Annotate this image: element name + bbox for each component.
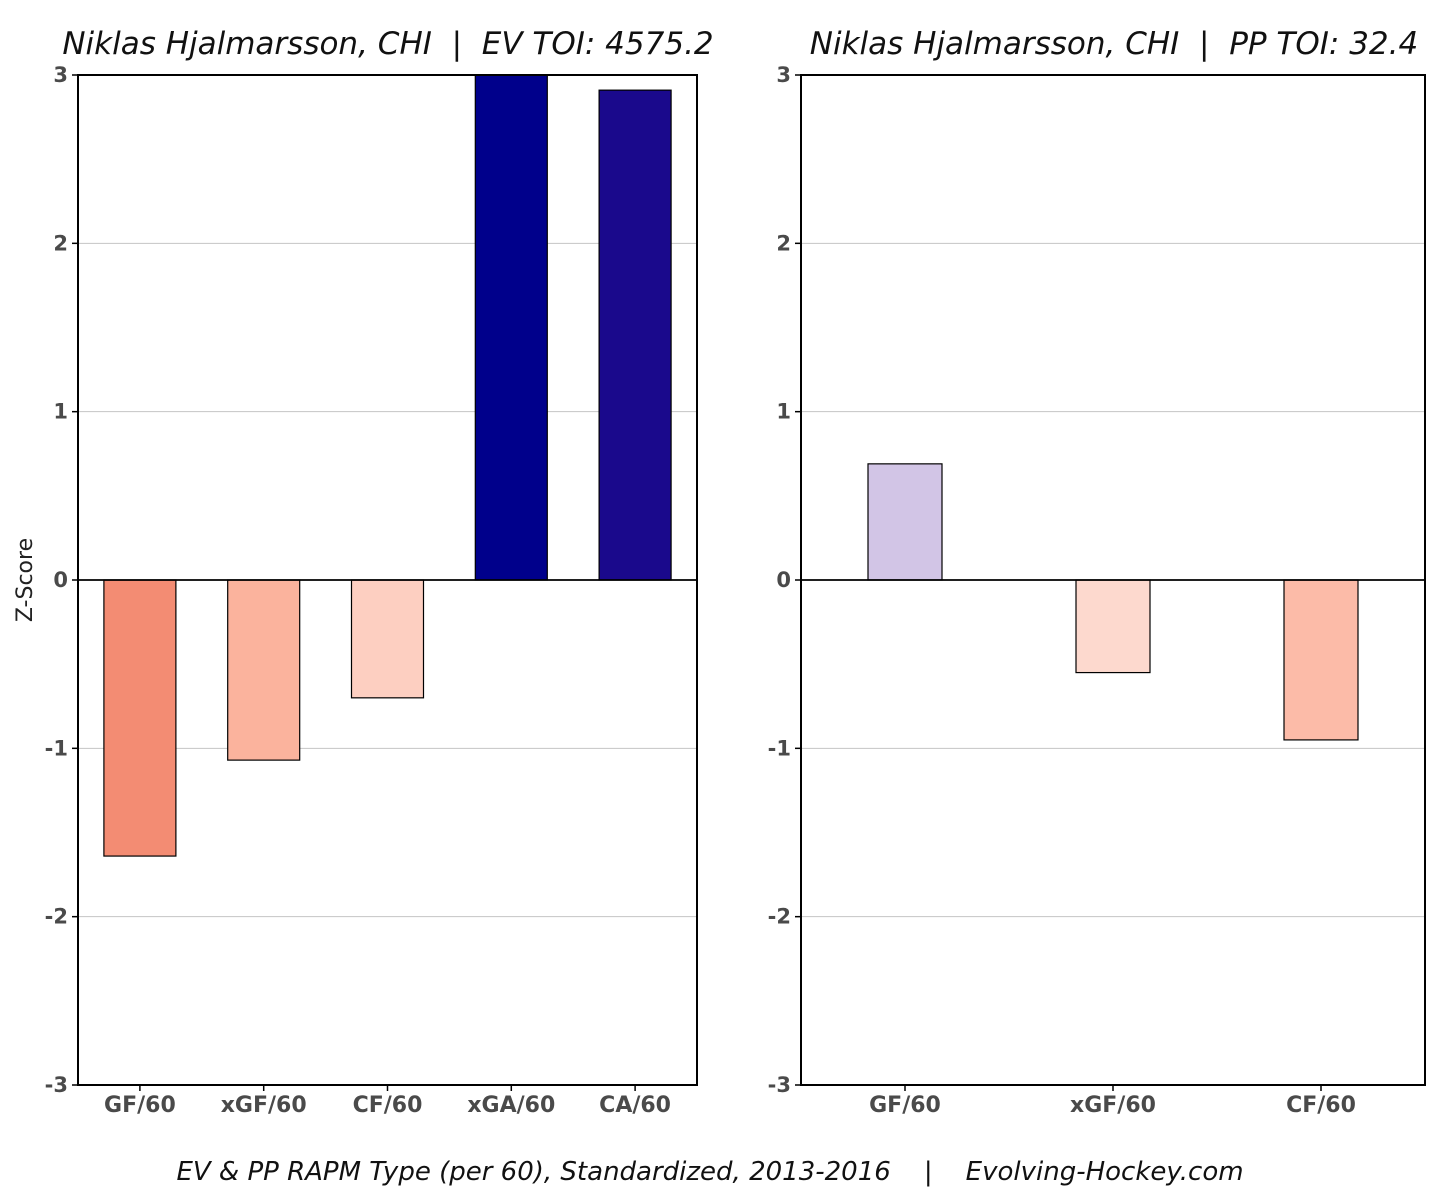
pp-x-tick-label: xGF/60 [1070, 1093, 1156, 1118]
ev-bar-cf-per-60 [350, 579, 425, 699]
pp-y-tick-label: 0 [776, 568, 791, 592]
pp-y-tick-label: -3 [768, 1073, 791, 1097]
pp-y-tick-label: 2 [776, 231, 791, 255]
pp-bar-xgf-per-60 [1075, 579, 1151, 674]
ev-x-axis-ticks: GF/60 xGF/60 CF/60 xGA/60 CA/60 [104, 1085, 671, 1118]
ev-x-tick-label: GF/60 [104, 1093, 176, 1118]
ev-chart-panel: Niklas Hjalmarsson, CHI | EV TOI: 4575.2… [13, 26, 714, 1118]
ev-x-tick-label: CA/60 [599, 1093, 671, 1118]
ev-y-axis-ticks: -3 -2 -1 0 1 2 3 [45, 63, 78, 1097]
ev-bar-xga-per-60 [474, 74, 548, 581]
ev-bar-gf-per-60 [103, 579, 177, 857]
pp-bars [867, 463, 1359, 741]
ev-y-tick-label: -3 [45, 1073, 68, 1097]
ev-y-tick-label: -2 [45, 905, 68, 929]
pp-y-tick-label: 3 [776, 63, 791, 87]
ev-x-tick-label: xGF/60 [221, 1093, 307, 1118]
ev-chart-title: Niklas Hjalmarsson, CHI | EV TOI: 4575.2 [62, 26, 713, 62]
ev-y-tick-label: 1 [53, 400, 68, 424]
ev-y-tick-label: 0 [53, 568, 68, 592]
pp-chart-title: Niklas Hjalmarsson, CHI | PP TOI: 32.4 [810, 26, 1418, 62]
ev-x-tick-label: CF/60 [353, 1093, 423, 1118]
ev-bar-ca-per-60 [598, 89, 672, 581]
pp-bar-cf-per-60 [1283, 579, 1359, 741]
pp-bar-gf-per-60 [867, 463, 943, 581]
ev-bars [103, 74, 672, 857]
ev-gridlines [78, 242, 697, 918]
ev-bar-xgf-per-60 [227, 579, 301, 761]
ev-y-tick-label: -1 [45, 736, 68, 760]
pp-x-tick-label: GF/60 [869, 1093, 941, 1118]
pp-y-tick-label: 1 [776, 400, 791, 424]
figure-caption: EV & PP RAPM Type (per 60), Standardized… [176, 1157, 1243, 1187]
pp-y-axis-ticks: -3 -2 -1 0 1 2 3 [768, 63, 801, 1097]
pp-x-axis-ticks: GF/60 xGF/60 CF/60 [869, 1085, 1356, 1118]
ev-y-axis-title: Z-Score [13, 538, 38, 622]
pp-y-tick-label: -2 [768, 905, 791, 929]
pp-x-tick-label: CF/60 [1286, 1093, 1356, 1118]
pp-gridlines [801, 242, 1425, 918]
ev-y-tick-label: 3 [53, 63, 68, 87]
ev-x-tick-label: xGA/60 [467, 1093, 555, 1118]
pp-chart-panel: Niklas Hjalmarsson, CHI | PP TOI: 32.4 -… [768, 26, 1426, 1118]
pp-y-tick-label: -1 [768, 736, 791, 760]
ev-y-tick-label: 2 [53, 231, 68, 255]
